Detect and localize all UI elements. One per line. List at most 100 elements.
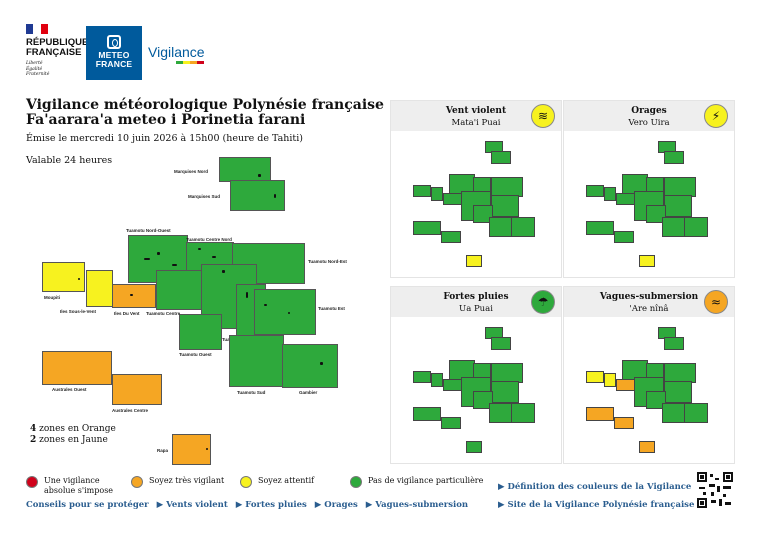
- island: [212, 256, 216, 258]
- panel-fortes-pluies[interactable]: Fortes pluies Ua Puai ☂: [390, 286, 562, 464]
- orange-count-text: zones en Orange: [39, 424, 116, 434]
- label-tuamotu-nord-ouest: Tuamotu Nord-Ouest: [126, 228, 171, 233]
- republique-name: RÉPUBLIQUE FRANÇAISE: [26, 38, 88, 58]
- island: [130, 294, 133, 296]
- mini-zone: [616, 193, 636, 205]
- legend-green-text: Pas de vigilance particulière: [368, 476, 484, 485]
- panel-vent-violent[interactable]: Vent violent Mata'i Puai ≋: [390, 100, 562, 278]
- mini-zone: [413, 221, 441, 235]
- qr-code[interactable]: [697, 472, 733, 508]
- zone-australes-ouest[interactable]: [42, 351, 112, 385]
- motto-fraternite: Fraternité: [26, 72, 50, 77]
- mini-zone: [491, 195, 519, 217]
- red-dot-icon: [26, 476, 38, 488]
- mini-zone: [586, 371, 604, 383]
- mini-zone: [466, 441, 482, 453]
- label-tuamotu-centre: Tuamotu Centre: [146, 311, 181, 316]
- panel-subtitle: Vero Uira: [628, 118, 670, 128]
- zone-marquises-nord[interactable]: [219, 157, 271, 182]
- mini-zone: [431, 373, 443, 387]
- link-orages[interactable]: ▶ Orages: [314, 500, 358, 510]
- link-site-vigilance[interactable]: ▶ Site de la Vigilance Polynésie françai…: [498, 500, 695, 510]
- label-iles-sous-le-vent: Iles Sous-le-Vent: [60, 309, 97, 314]
- zone-australes-centre[interactable]: [112, 374, 162, 405]
- zone-gambier[interactable]: [282, 344, 338, 388]
- zone-iles-du-vent[interactable]: [112, 284, 156, 308]
- yellow-count: 2 zones en Jaune: [30, 435, 116, 446]
- zone-iles-sous-le-vent[interactable]: [86, 270, 113, 307]
- zone-moupiti[interactable]: [42, 262, 85, 292]
- mini-zone: [586, 185, 604, 197]
- meteo-line1: METEO: [98, 50, 130, 60]
- lightning-icon: ⚡: [704, 104, 728, 128]
- mini-zone: [664, 195, 692, 217]
- panel-title: Vent violent: [445, 106, 507, 116]
- panel-title: Orages: [631, 106, 667, 116]
- mini-zone: [489, 403, 513, 423]
- zone-rapa[interactable]: [172, 434, 211, 465]
- mini-map: [391, 131, 563, 279]
- label-tuamotu-nord-est: Tuamotu Nord-Est: [308, 259, 347, 264]
- bottom-links: Conseils pour se protéger ▶ Vents violen…: [26, 500, 473, 510]
- mini-zone: [473, 391, 493, 409]
- french-flag-icon: [26, 24, 48, 34]
- orange-count: 4 zones en Orange: [30, 424, 116, 435]
- mini-zone: [662, 217, 686, 237]
- label-iles-du-vent: Iles Du Vent: [114, 311, 140, 316]
- orange-dot-icon: [131, 476, 143, 488]
- zone-marquises-sud[interactable]: [230, 180, 285, 211]
- label-marquises-nord: Marquises Nord: [174, 169, 209, 174]
- island: [258, 174, 261, 177]
- mini-zone: [639, 441, 655, 453]
- label-tuamotu-sud: Tuamotu Sud: [237, 390, 266, 395]
- title-tahitian: Fa'aarara'a meteo i Porinetia farani: [26, 112, 306, 128]
- legend-yellow-text: Soyez attentif: [258, 476, 315, 485]
- mini-map: [391, 317, 563, 465]
- zone-tuamotu-ouest[interactable]: [179, 314, 222, 350]
- link-vagues-submersion[interactable]: ▶ Vagues-submersion: [365, 500, 469, 510]
- label-moupiti: Moupiti: [44, 295, 60, 300]
- panel-vagues-submersion[interactable]: Vagues-submersion 'Are nînâ ≈: [563, 286, 735, 464]
- island: [246, 292, 248, 298]
- label-australes-ouest: Australes Ouest: [52, 387, 87, 392]
- page-title: Vigilance météorologique Polynésie franç…: [26, 98, 384, 128]
- wind-icon: ≋: [531, 104, 555, 128]
- zone-tuamotu-centre[interactable]: [156, 270, 204, 310]
- issued-date: Émise le mercredi 10 juin 2026 à 15h00 (…: [26, 133, 303, 144]
- panel-title: Vagues-submersion: [599, 292, 699, 302]
- zone-tuamotu-sud[interactable]: [229, 335, 284, 387]
- mini-map: [564, 131, 736, 279]
- link-vents-violent[interactable]: ▶ Vents violent: [156, 500, 228, 510]
- mini-zone: [684, 403, 708, 423]
- legend-red: Une vigilance absolue s'impose: [26, 476, 128, 496]
- yellow-count-number: 2: [30, 435, 37, 445]
- legend-yellow: Soyez attentif: [240, 476, 314, 488]
- main-vigilance-map: Marquises Nord Marquises Sud Tuamotu Nor…: [26, 152, 366, 472]
- panel-header: Vent violent Mata'i Puai ≋: [391, 101, 561, 131]
- label-tuamotu-ouest: Tuamotu Ouest: [179, 352, 212, 357]
- label-gambier: Gambier: [299, 390, 318, 395]
- mini-zone: [586, 407, 614, 421]
- link-fortes-pluies[interactable]: ▶ Fortes pluies: [235, 500, 307, 510]
- vigilance-color-bar: [176, 61, 204, 64]
- island: [320, 362, 323, 365]
- island: [288, 312, 290, 314]
- panel-subtitle: 'Are nînâ: [629, 304, 669, 314]
- legend-orange: Soyez très vigilant: [131, 476, 224, 488]
- panel-subtitle: Ua Puai: [459, 304, 493, 314]
- title-french: Vigilance météorologique Polynésie franç…: [26, 97, 384, 113]
- zone-tuamotu-est[interactable]: [254, 289, 316, 335]
- panel-orages[interactable]: Orages Vero Uira ⚡: [563, 100, 735, 278]
- link-conseils[interactable]: Conseils pour se protéger: [26, 500, 149, 510]
- legend-green: Pas de vigilance particulière: [350, 476, 483, 488]
- island: [144, 258, 150, 260]
- republique-motto: Liberté Égalité Fraternité: [26, 61, 86, 78]
- panel-header: Vagues-submersion 'Are nînâ ≈: [564, 287, 734, 317]
- rain-icon: ☂: [531, 290, 555, 314]
- link-definition-couleurs[interactable]: ▶ Définition des couleurs de la Vigilanc…: [498, 482, 692, 492]
- validity: Valable 24 heures: [26, 155, 113, 166]
- island: [157, 252, 160, 255]
- mini-zone: [646, 391, 666, 409]
- panel-header: Orages Vero Uira ⚡: [564, 101, 734, 131]
- mini-zone: [511, 403, 535, 423]
